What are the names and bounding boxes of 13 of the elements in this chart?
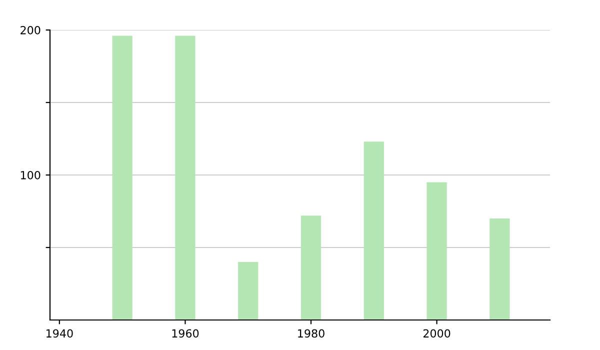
y-tick-label: 200 (20, 26, 40, 34)
y-tick-label: 100 (20, 170, 40, 180)
bar (112, 36, 132, 320)
bar (426, 182, 447, 320)
bar (364, 142, 384, 320)
x-tick-label: 1960 (172, 329, 199, 338)
bar (238, 262, 258, 320)
x-tick-label: 1980 (298, 329, 324, 338)
bar (490, 218, 510, 320)
bar (175, 36, 196, 320)
bar (300, 216, 322, 320)
x-tick-label: 2000 (423, 329, 450, 338)
x-tick-label: 1940 (46, 329, 73, 338)
